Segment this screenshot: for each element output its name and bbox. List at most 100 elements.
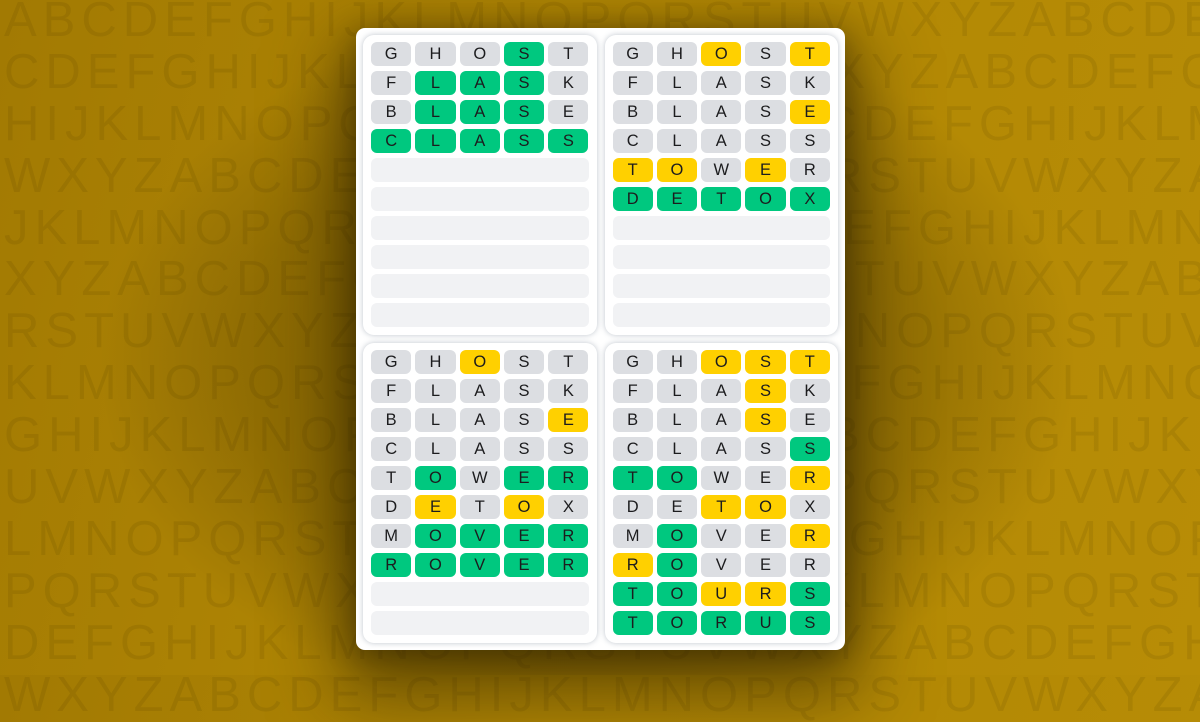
- letter-tile: E: [745, 524, 786, 548]
- letter-tile: A: [701, 71, 742, 95]
- letter-tile: L: [656, 408, 698, 432]
- letter-tile: E: [503, 553, 545, 577]
- letter-tile: E: [503, 466, 545, 490]
- letter-tile: K: [789, 379, 830, 403]
- letter-tile: S: [548, 437, 589, 461]
- letter-tile: O: [701, 350, 742, 374]
- letter-tile: R: [612, 553, 653, 577]
- letter-tile: E: [548, 100, 589, 124]
- empty-guess-row: [371, 274, 589, 298]
- letter-tile: A: [459, 71, 500, 95]
- letter-tile: A: [459, 129, 500, 153]
- letter-tile: R: [548, 553, 589, 577]
- letter-tile: B: [371, 408, 412, 432]
- letter-tile: O: [503, 495, 545, 519]
- letter-tile: H: [415, 42, 456, 66]
- letter-tile: C: [371, 437, 412, 461]
- empty-guess-row: [371, 216, 589, 240]
- letter-tile: O: [656, 524, 698, 548]
- letter-tile: C: [612, 437, 653, 461]
- letter-tile: H: [656, 42, 698, 66]
- empty-guess-row: [371, 582, 589, 606]
- letter-tile: R: [789, 466, 830, 490]
- letter-tile: T: [612, 582, 653, 606]
- letter-tile: O: [701, 42, 742, 66]
- letter-tile: O: [745, 495, 786, 519]
- letter-tile: E: [415, 495, 456, 519]
- letter-tile: C: [612, 129, 653, 153]
- letter-tile: A: [701, 379, 742, 403]
- letter-tile: V: [701, 524, 742, 548]
- letter-tile: E: [745, 158, 786, 182]
- empty-guess-row: [371, 245, 589, 269]
- letter-tile: B: [612, 100, 653, 124]
- letter-tile: O: [656, 466, 698, 490]
- letter-tile: B: [612, 408, 653, 432]
- empty-guess-row: [371, 303, 589, 327]
- empty-guess-row: [371, 187, 589, 211]
- letter-tile: S: [745, 42, 786, 66]
- letter-tile: O: [459, 350, 500, 374]
- letter-tile: R: [371, 553, 412, 577]
- letter-tile: D: [612, 187, 653, 211]
- letter-tile: D: [612, 495, 653, 519]
- letter-tile: T: [548, 350, 589, 374]
- letter-tile: X: [789, 187, 830, 211]
- background-letter-row: WXYZABCDEFGHIJKLMNOPQRSTUVWXYZABCD: [4, 667, 1200, 722]
- letter-tile: O: [415, 524, 456, 548]
- letter-tile: T: [371, 466, 412, 490]
- letter-tile: T: [789, 42, 830, 66]
- letter-tile: S: [503, 408, 545, 432]
- letter-tile: S: [745, 379, 786, 403]
- letter-tile: S: [745, 408, 786, 432]
- letter-tile: S: [789, 437, 830, 461]
- letter-tile: T: [701, 187, 742, 211]
- letter-tile: R: [789, 524, 830, 548]
- letter-tile: W: [701, 466, 742, 490]
- letter-tile: F: [371, 379, 412, 403]
- letter-tile: S: [503, 379, 545, 403]
- letter-tile: F: [612, 71, 653, 95]
- letter-tile: O: [656, 582, 698, 606]
- letter-tile: F: [612, 379, 653, 403]
- letter-tile: E: [656, 187, 698, 211]
- letter-tile: S: [503, 71, 545, 95]
- letter-tile: D: [371, 495, 412, 519]
- letter-tile: R: [789, 553, 830, 577]
- letter-tile: L: [415, 100, 456, 124]
- letter-tile: A: [701, 100, 742, 124]
- letter-tile: L: [415, 437, 456, 461]
- letter-tile: K: [548, 71, 589, 95]
- letter-tile: S: [789, 582, 830, 606]
- letter-tile: S: [745, 100, 786, 124]
- letter-tile: G: [371, 42, 412, 66]
- empty-guess-row: [612, 245, 830, 269]
- letter-tile: L: [415, 379, 456, 403]
- letter-tile: O: [656, 158, 698, 182]
- letter-tile: S: [503, 129, 545, 153]
- letter-tile: A: [459, 408, 500, 432]
- letter-tile: S: [789, 611, 830, 635]
- letter-tile: X: [548, 495, 589, 519]
- letter-tile: S: [503, 350, 545, 374]
- letter-tile: A: [459, 379, 500, 403]
